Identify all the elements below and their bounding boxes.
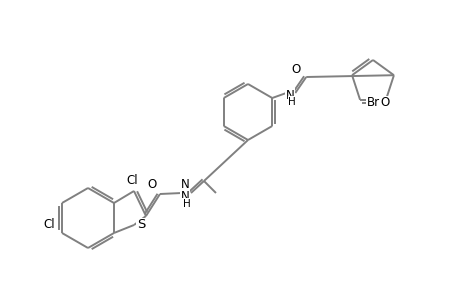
Text: S: S xyxy=(136,218,145,232)
Text: Cl: Cl xyxy=(126,173,138,187)
Text: O: O xyxy=(291,62,300,76)
Text: H: H xyxy=(288,97,296,107)
Text: O: O xyxy=(147,178,156,191)
Text: N: N xyxy=(285,88,294,101)
Text: Br: Br xyxy=(366,96,379,109)
Text: N: N xyxy=(180,190,189,203)
Text: Cl: Cl xyxy=(43,218,55,230)
Text: O: O xyxy=(380,96,389,109)
Text: N: N xyxy=(180,178,189,190)
Text: H: H xyxy=(183,199,190,209)
